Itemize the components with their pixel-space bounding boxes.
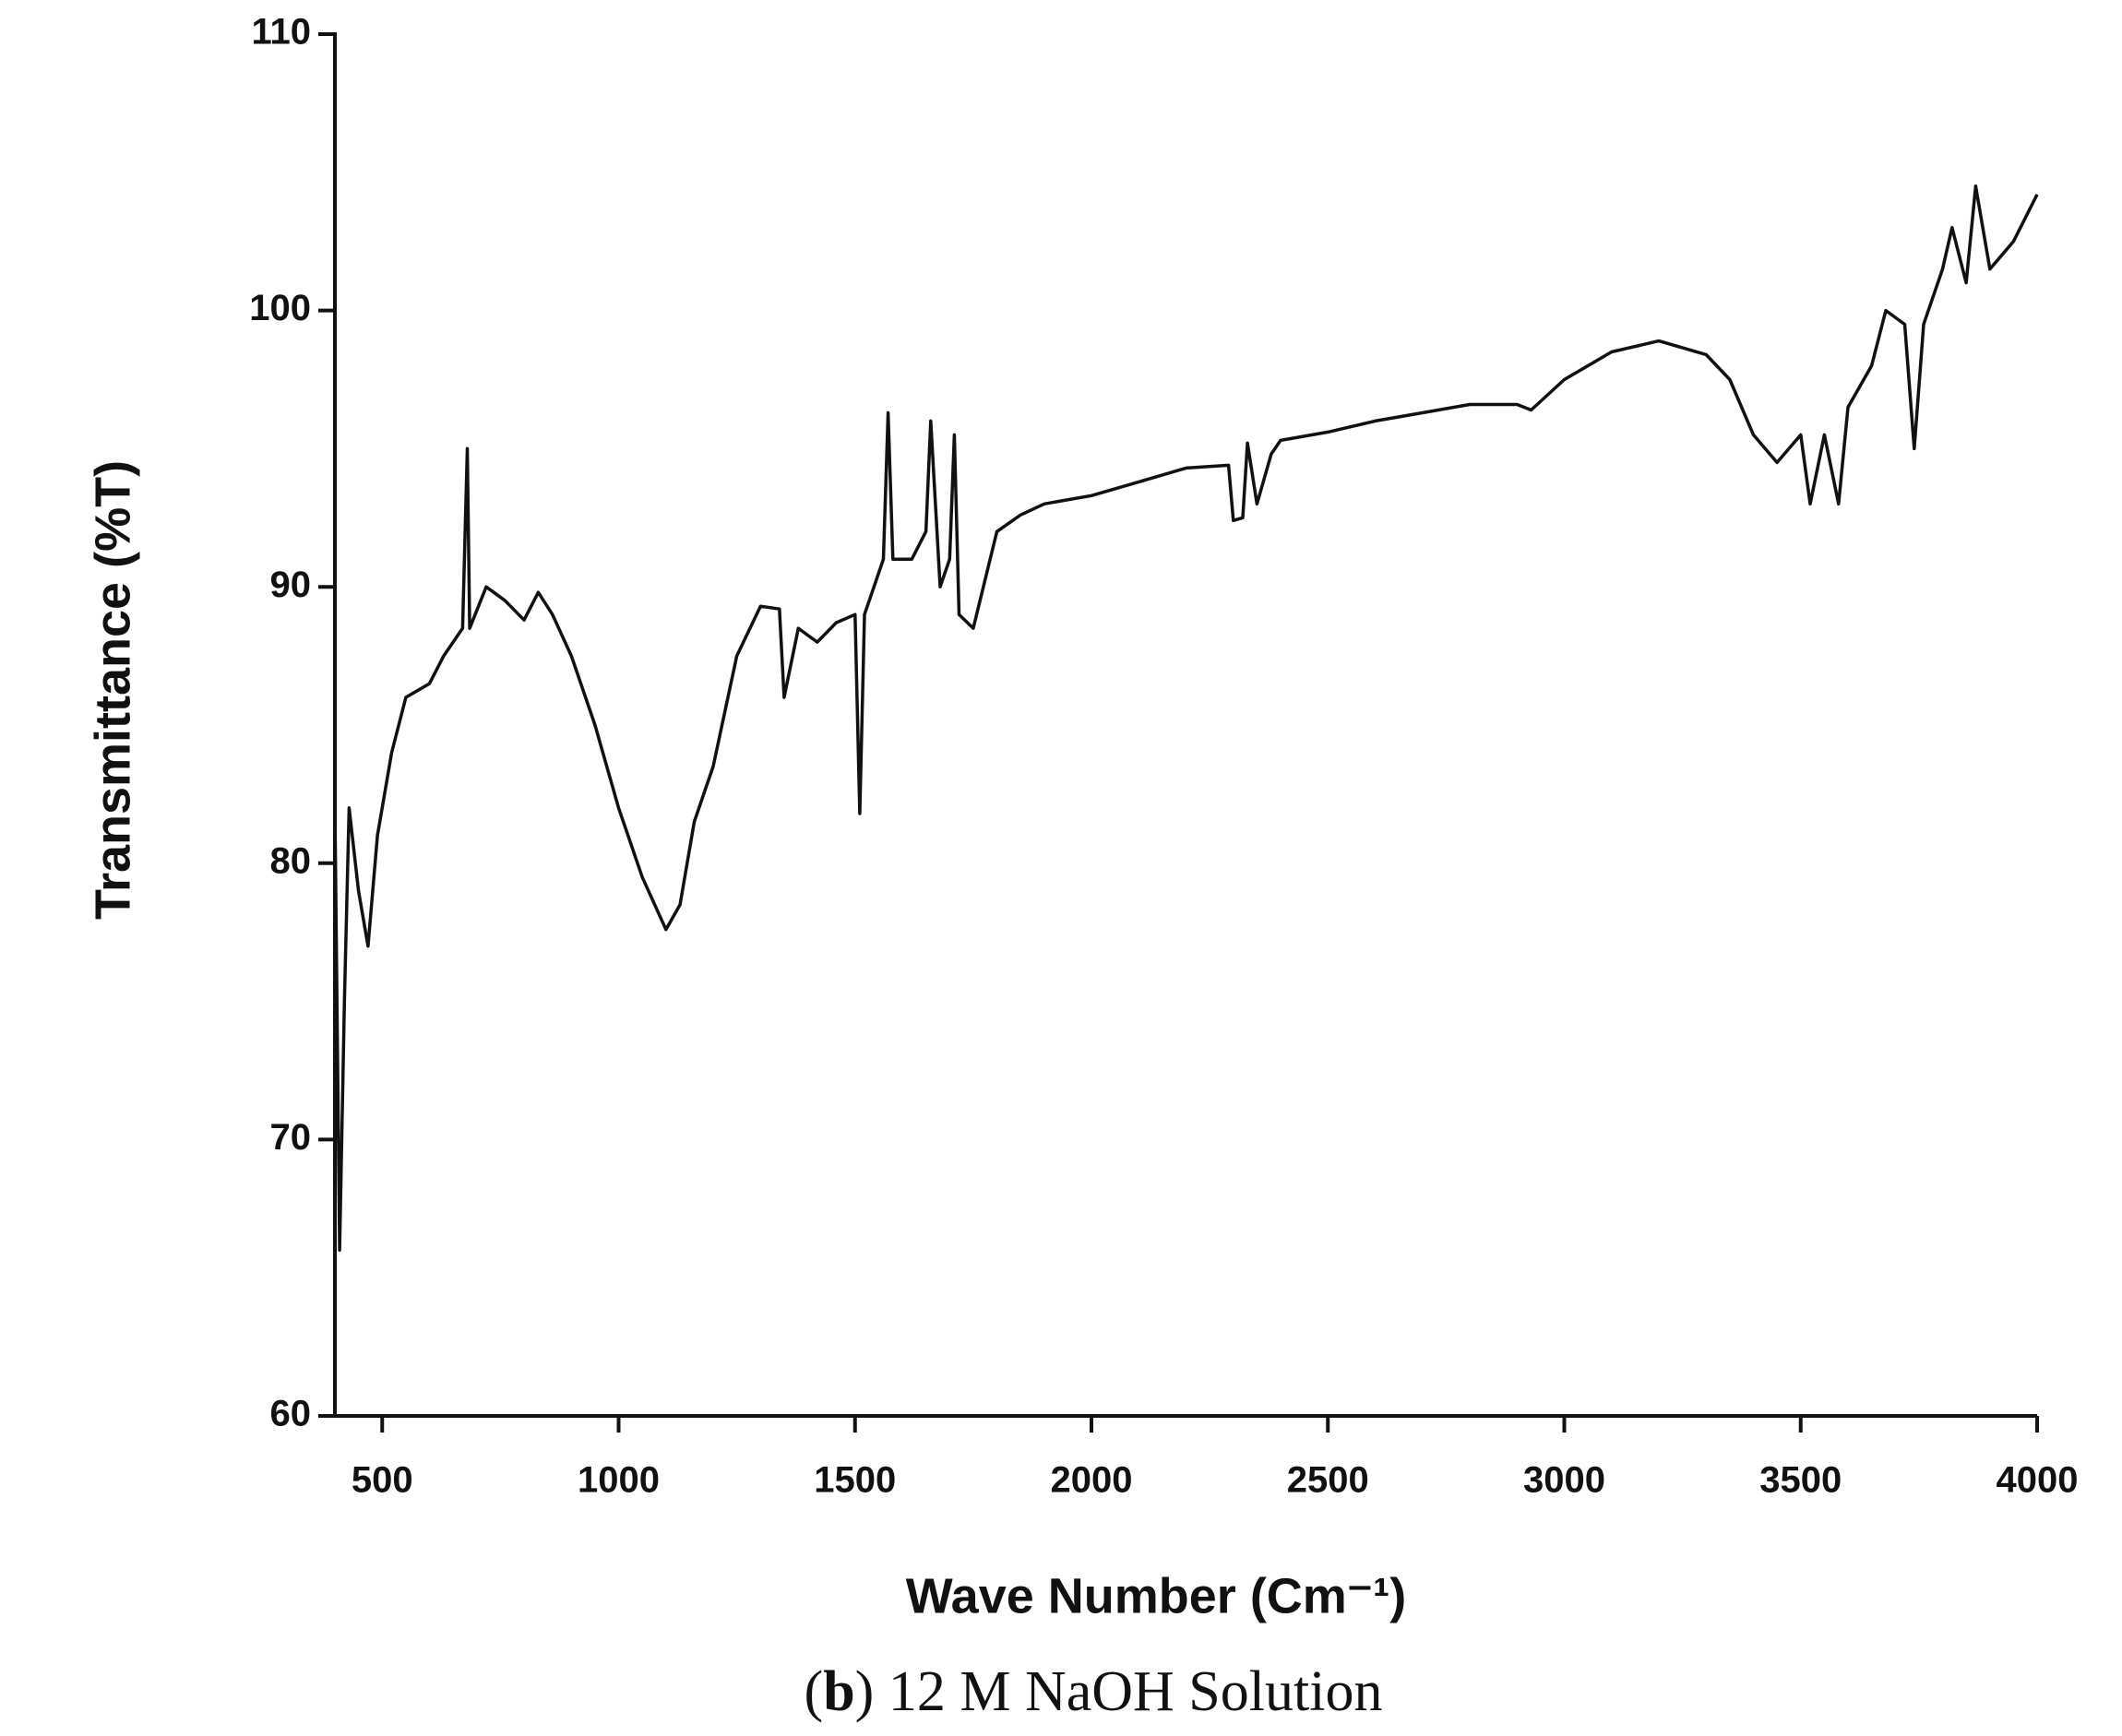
x-tick-label: 1000: [578, 1460, 660, 1501]
x-tick-label: 1500: [814, 1460, 896, 1501]
y-axis-label: Transmittance (%T): [85, 460, 140, 920]
x-tick-label: 4000: [1997, 1460, 2079, 1501]
caption: (b) 12 M NaOH Solution: [805, 1660, 1383, 1723]
x-tick-label: 500: [352, 1460, 413, 1501]
x-tick-label: 2500: [1287, 1460, 1369, 1501]
y-tick-label: 70: [270, 1117, 312, 1158]
spectrum-line: [333, 184, 2039, 1252]
x-axis-label: Wave Number (Cm⁻¹): [906, 1568, 1407, 1623]
x-tick-label: 3500: [1759, 1460, 1842, 1501]
y-tick-label: 60: [270, 1394, 312, 1434]
y-tick-label: 100: [249, 288, 311, 328]
y-tick-label: 90: [270, 565, 312, 605]
y-tick-label: 110: [251, 12, 311, 53]
x-tick-label: 3000: [1523, 1460, 1605, 1501]
x-tick-label: 2000: [1051, 1460, 1133, 1501]
y-tick-label: 80: [270, 840, 312, 881]
